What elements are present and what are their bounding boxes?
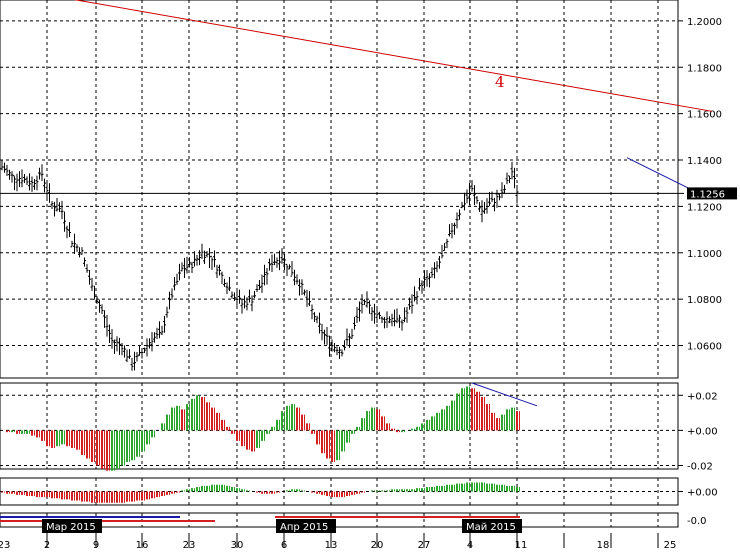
divergence-line[interactable] [471,382,538,407]
oscillator-vertical-gridlines [46,383,659,469]
x-tick-label: 23 [183,540,196,551]
wave-annotation: 4 [495,73,505,91]
x-tick-label: 20 [371,540,384,551]
lower-histogram [1,482,520,503]
price-tick-label: 1.1600 [687,110,722,121]
x-tick-label: 18 [597,540,610,551]
x-tick-label: 11 [515,540,528,551]
x-tick-label: 30 [231,540,244,551]
price-vertical-gridlines [46,0,659,378]
time-strip: Мар 2015 Апр 2015 Май 2015 23 2 9 16 23 30 6 13… [0,512,679,551]
oscillator-axis-ticks: +0.02 +0.00 -0.02 [678,391,718,472]
current-price-box [687,187,737,200]
x-tick-label: 16 [136,540,149,551]
price-tick-label: 1.1200 [687,202,722,213]
month-box-may [462,519,522,533]
lower-axis-ticks: +0.00 -0.0 [678,488,718,527]
oscillator-panel-frame [0,382,679,470]
price-tick-label: 1.1000 [687,249,722,260]
oscillator-tick-label: +0.00 [687,426,718,437]
lower-tick-label: -0.0 [687,516,707,527]
price-axis-ticks: 1.2000 1.1800 1.1600 1.1400 1.1200 1.1000 1.08… [678,17,722,353]
price-tick-label: 1.1800 [687,63,722,74]
current-price-label: 1.1256 [690,189,725,200]
month-label-may: Май 2015 [466,522,516,533]
time-strip-frame [0,512,679,528]
trendline[interactable] [0,0,713,112]
month-box-mar [42,519,102,533]
oscillator-histogram [6,386,520,471]
x-tick-label: 25 [664,540,677,551]
price-panel-frame [0,0,679,379]
oscillator-tick-label: +0.02 [687,391,718,402]
x-tick-label: 2 [44,540,50,551]
price-horizontal-gridlines [0,20,678,347]
price-tick-label: 1.1400 [687,156,722,167]
lower-oscillator-panel: +0.00 -0.0 [0,477,718,527]
month-label-mar: Мар 2015 [46,522,96,533]
month-box-apr [276,519,336,533]
x-tick-label: 23 [0,540,10,551]
oscillator-tick-label: -0.02 [687,461,713,472]
x-tick-label: 13 [325,540,338,551]
oscillator-panel: +0.02 +0.00 -0.02 [0,382,718,472]
price-tick-label: 1.0600 [687,342,722,353]
x-tick-label: 9 [93,540,99,551]
month-labels: Мар 2015 Апр 2015 Май 2015 [42,519,522,533]
x-axis-ticks [46,533,659,548]
price-panel: 1.2000 1.1800 1.1600 1.1400 1.1200 1.1000 1.08… [0,0,737,379]
month-label-apr: Апр 2015 [280,522,328,533]
x-tick-label: 6 [281,540,287,551]
lower-tick-label: +0.00 [687,488,718,499]
x-tick-label: 27 [418,540,431,551]
price-bar-series [0,159,519,371]
price-tick-label: 1.0800 [687,295,722,306]
price-tick-label: 1.2000 [687,17,722,28]
x-tick-label: 4 [467,540,473,551]
x-axis-labels: 23 2 9 16 23 30 6 13 20 27 4 11 18 25 [0,540,676,551]
